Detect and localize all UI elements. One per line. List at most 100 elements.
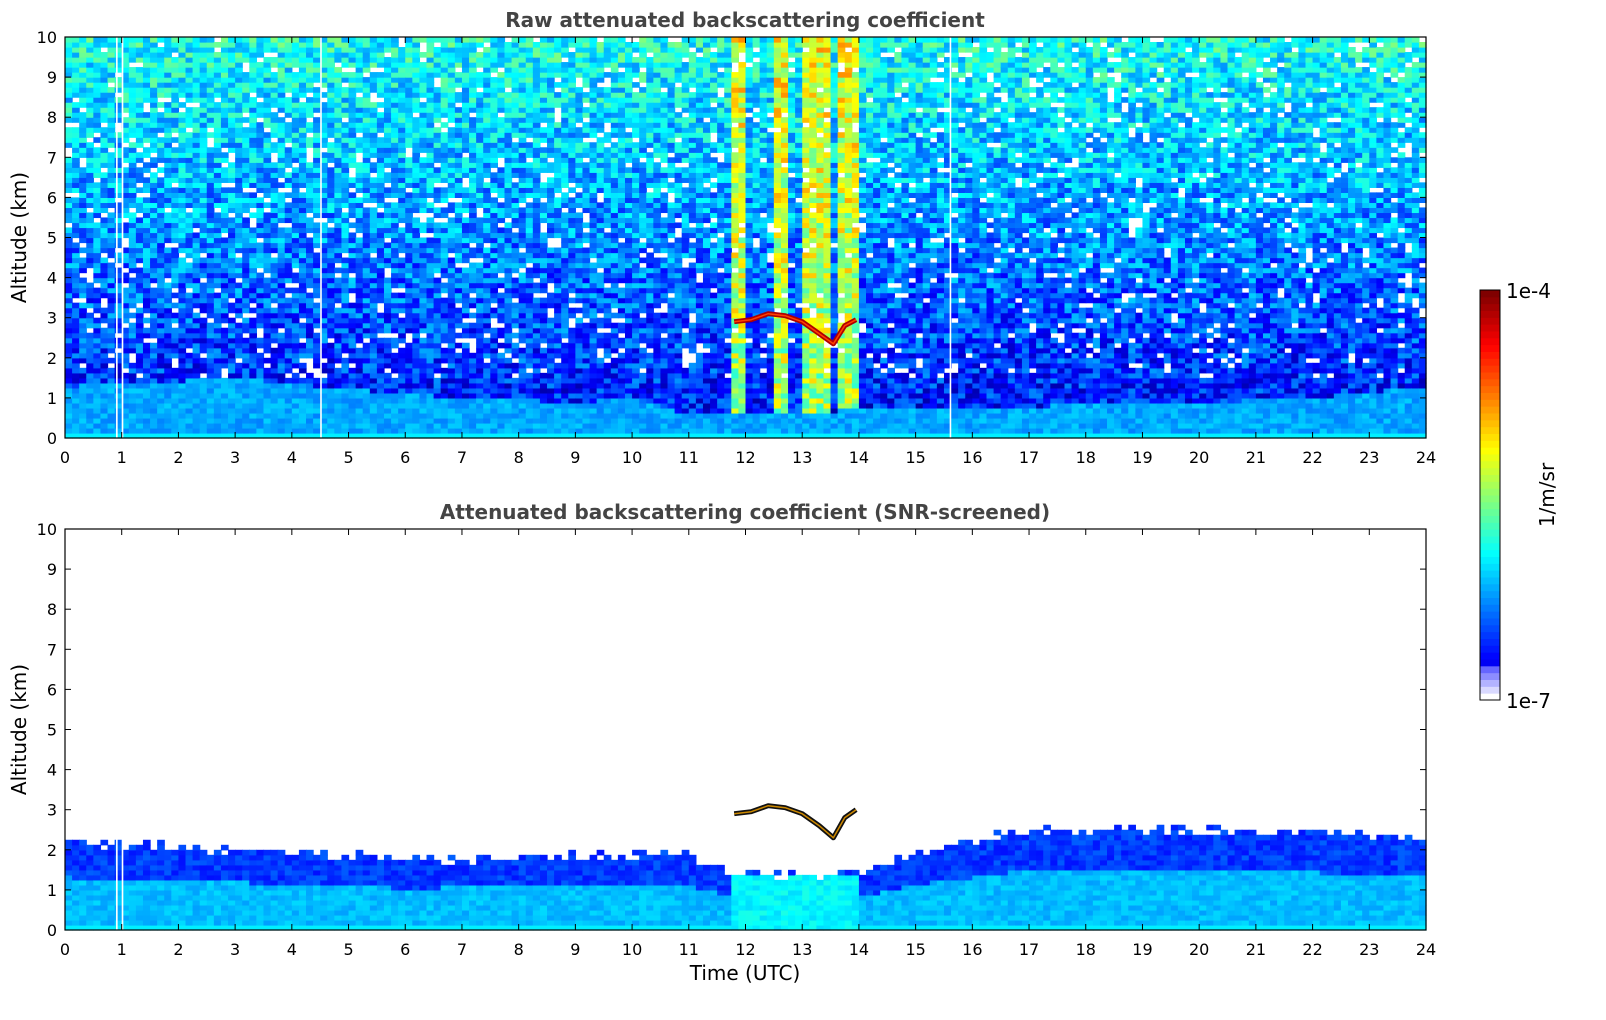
y-tick-label: 3 — [47, 309, 57, 328]
x-tick-label: 21 — [1246, 940, 1266, 959]
data-gap-column — [116, 529, 118, 930]
bottom-panel-xlabel: Time (UTC) — [689, 961, 801, 985]
x-tick-label: 3 — [230, 940, 240, 959]
colorbar-band — [1480, 310, 1500, 318]
x-tick-label: 16 — [962, 448, 982, 467]
y-tick-label: 8 — [47, 600, 57, 619]
x-tick-label: 13 — [792, 940, 812, 959]
colorbar-band — [1480, 501, 1500, 510]
colorbar-band — [1480, 460, 1500, 469]
x-tick-label: 9 — [570, 940, 580, 959]
y-tick-label: 6 — [47, 188, 57, 207]
y-tick-label: 9 — [47, 560, 57, 579]
colorbar-band — [1480, 344, 1500, 352]
y-tick-label: 0 — [47, 429, 57, 448]
x-tick-label: 11 — [679, 940, 699, 959]
x-tick-label: 23 — [1359, 448, 1379, 467]
colorbar-gradient — [1480, 290, 1500, 701]
cloud-layer-core — [734, 804, 857, 839]
colorbar-band — [1480, 296, 1500, 305]
colorbar-band — [1480, 624, 1500, 633]
colorbar-band — [1480, 583, 1500, 592]
y-tick-label: 0 — [47, 921, 57, 940]
x-tick-label: 21 — [1246, 448, 1266, 467]
colorbar-band — [1480, 474, 1500, 482]
bottom-panel-ylabel: Altitude (km) — [7, 664, 31, 795]
x-tick-label: 2 — [173, 448, 183, 467]
colorbar-band — [1480, 597, 1500, 605]
colorbar-band — [1480, 399, 1500, 407]
colorbar-band — [1480, 426, 1500, 434]
colorbar-band — [1480, 542, 1500, 551]
y-tick-label: 1 — [47, 389, 57, 408]
bottom-panel-ticks: 0 1 2 3 4 5 6 7 8 9 10 11 12 13 14 15 16 17 18 19 20 21 22 23 24… — [37, 520, 1437, 959]
colorbar-band — [1480, 488, 1500, 496]
colorbar-band — [1480, 693, 1500, 701]
colorbar-band — [1480, 686, 1500, 694]
x-tick-label: 1 — [117, 448, 127, 467]
y-tick-label: 9 — [47, 68, 57, 87]
colorbar-max-label: 1e-4 — [1506, 279, 1551, 303]
colorbar-band — [1480, 365, 1500, 373]
colorbar-band — [1480, 570, 1500, 578]
colorbar-band — [1480, 406, 1500, 414]
colorbar-band — [1480, 645, 1500, 653]
cloud-layer-core — [734, 312, 857, 345]
x-tick-label: 5 — [343, 448, 353, 467]
colorbar: 1e-4 1e-7 1/m/sr — [1479, 279, 1559, 713]
y-tick-label: 7 — [47, 640, 57, 659]
x-tick-label: 2 — [173, 940, 183, 959]
colorbar-band — [1480, 604, 1500, 612]
colorbar-band — [1480, 303, 1500, 311]
colorbar-band — [1480, 563, 1500, 571]
y-tick-label: 5 — [47, 721, 57, 740]
y-tick-label: 3 — [47, 801, 57, 820]
top-panel-title: Raw attenuated backscattering coefficien… — [505, 8, 985, 32]
colorbar-min-label: 1e-7 — [1506, 689, 1551, 713]
x-tick-label: 7 — [457, 448, 467, 467]
x-tick-label: 6 — [400, 448, 410, 467]
colorbar-band — [1480, 392, 1500, 400]
colorbar-band — [1480, 556, 1500, 564]
x-tick-label: 20 — [1189, 448, 1209, 467]
colorbar-band — [1480, 378, 1500, 387]
x-tick-label: 22 — [1302, 940, 1322, 959]
colorbar-band — [1480, 454, 1500, 462]
colorbar-band — [1480, 508, 1500, 516]
colorbar-band — [1480, 413, 1500, 421]
top-panel-ticks: 0 1 2 3 4 5 6 7 8 9 10 11 12 13 14 15 16 17 18 19 20 21 22 23 24… — [37, 28, 1437, 467]
data-gap-column — [320, 37, 322, 438]
x-tick-label: 24 — [1416, 940, 1436, 959]
colorbar-band — [1480, 440, 1500, 448]
y-tick-label: 2 — [47, 349, 57, 368]
colorbar-band — [1480, 433, 1500, 441]
x-tick-label: 14 — [849, 448, 869, 467]
colorbar-band — [1480, 358, 1500, 366]
x-tick-label: 9 — [570, 448, 580, 467]
colorbar-band — [1480, 331, 1500, 339]
bottom-panel-heatmap — [65, 529, 1427, 931]
x-tick-label: 1 — [117, 940, 127, 959]
colorbar-band — [1480, 372, 1500, 380]
top-panel-ylabel: Altitude (km) — [7, 172, 31, 303]
colorbar-band — [1480, 618, 1500, 626]
x-tick-label: 16 — [962, 940, 982, 959]
colorbar-band — [1480, 290, 1500, 298]
colorbar-band — [1480, 529, 1500, 537]
x-tick-label: 4 — [287, 940, 297, 959]
top-panel-heatmap — [65, 37, 1427, 439]
y-tick-label: 4 — [47, 269, 57, 288]
colorbar-band — [1480, 577, 1500, 585]
x-tick-label: 13 — [792, 448, 812, 467]
x-tick-label: 15 — [905, 448, 925, 467]
y-tick-label: 7 — [47, 148, 57, 167]
y-tick-label: 10 — [37, 28, 57, 47]
x-tick-label: 24 — [1416, 448, 1436, 467]
x-tick-label: 6 — [400, 940, 410, 959]
x-tick-label: 7 — [457, 940, 467, 959]
x-tick-label: 0 — [60, 448, 70, 467]
colorbar-band — [1480, 549, 1500, 557]
bottom-panel: Attenuated backscattering coefficient (S… — [7, 500, 1436, 985]
colorbar-band — [1480, 495, 1500, 503]
x-tick-label: 23 — [1359, 940, 1379, 959]
